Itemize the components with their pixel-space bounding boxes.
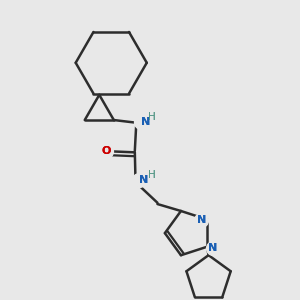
Text: N: N xyxy=(141,117,151,127)
Text: H: H xyxy=(148,112,156,122)
Text: O: O xyxy=(102,146,111,156)
Text: H: H xyxy=(148,112,156,122)
Text: N: N xyxy=(208,243,218,253)
Text: H: H xyxy=(148,170,155,180)
Text: O: O xyxy=(102,146,111,156)
Text: H: H xyxy=(148,170,155,180)
Text: N: N xyxy=(139,175,148,185)
Text: N: N xyxy=(208,243,218,253)
Text: N: N xyxy=(196,215,206,225)
Text: N: N xyxy=(141,117,151,127)
Text: N: N xyxy=(139,175,148,185)
Text: N: N xyxy=(196,215,206,225)
